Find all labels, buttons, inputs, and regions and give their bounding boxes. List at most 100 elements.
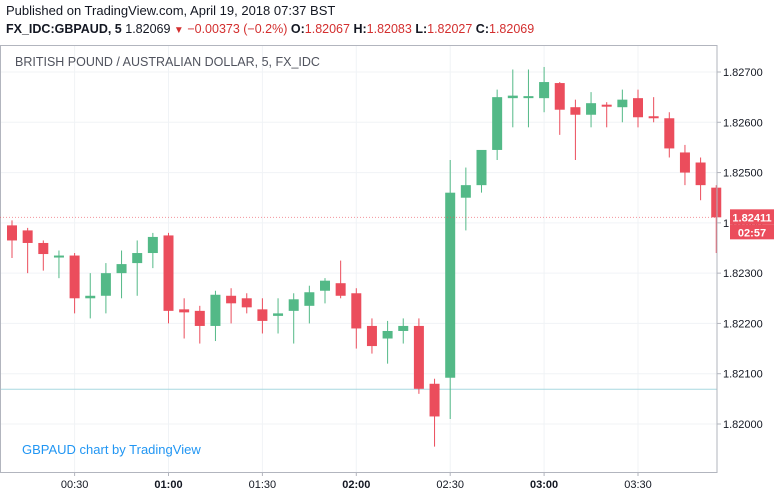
x-tick-label: 01:00: [154, 479, 182, 491]
candle: [445, 160, 456, 419]
candle: [664, 112, 675, 158]
chart-grid: [0, 45, 717, 472]
tradingview-watermark: GBPAUD chart by TradingView: [22, 442, 201, 457]
candle-body: [320, 280, 330, 291]
candle: [523, 69, 534, 128]
candlestick-chart[interactable]: 1.820001.821001.822001.823001.824001.825…: [0, 43, 775, 497]
candle-body: [586, 103, 597, 115]
candle: [366, 318, 377, 354]
candle: [711, 185, 722, 254]
candle-body: [366, 325, 377, 347]
candle-body: [194, 310, 205, 326]
candle: [257, 298, 268, 334]
candle: [648, 97, 659, 123]
candle-body: [100, 273, 111, 296]
candle: [492, 89, 503, 160]
candle-body: [85, 295, 96, 299]
candle: [273, 298, 284, 334]
candle: [53, 250, 64, 279]
low-label: L:: [415, 22, 428, 36]
close-label: C:: [475, 22, 489, 36]
candle-body: [288, 299, 299, 311]
down-arrow-icon: ▼: [173, 25, 184, 36]
candle-body: [22, 230, 33, 243]
y-tick-label: 1.82500: [723, 168, 763, 180]
candle: [163, 232, 174, 324]
candle: [460, 167, 471, 231]
countdown-badge-label: 02:57: [738, 227, 766, 239]
candle-body: [570, 107, 581, 115]
candle-body: [132, 253, 143, 264]
candle: [413, 318, 424, 394]
candle-body: [664, 118, 675, 149]
low-value: 1.82027: [427, 22, 473, 36]
chart-header: Published on TradingView.com, April 19, …: [0, 0, 775, 40]
candle: [320, 278, 330, 304]
y-tick-label: 1.82200: [723, 318, 763, 330]
y-tick-label: 1.82700: [723, 67, 763, 79]
candle: [38, 240, 49, 271]
countdown-badge: [730, 224, 774, 240]
candle: [100, 263, 111, 314]
candle-body: [633, 98, 643, 118]
candle-body: [257, 309, 268, 321]
last-price-badge-label: 1.82411: [732, 212, 771, 224]
candle: [351, 288, 362, 349]
candle-body: [116, 264, 127, 274]
candle-body: [7, 225, 17, 241]
candle: [194, 305, 205, 344]
candle-body: [695, 162, 706, 186]
candle-body: [429, 383, 440, 417]
candle-body: [273, 313, 284, 316]
candle-body: [445, 192, 456, 378]
price-badges: 1.82411 02:57: [0, 209, 774, 240]
x-tick-label: 02:00: [342, 479, 370, 491]
candle-body: [335, 283, 346, 296]
candle: [586, 92, 597, 128]
candle: [69, 253, 80, 314]
candle: [132, 240, 143, 296]
chart-frame: 1.820001.821001.822001.823001.824001.825…: [0, 43, 775, 497]
candle-body: [398, 325, 409, 331]
candle: [695, 157, 706, 201]
candle-body: [210, 294, 221, 326]
candle-body: [226, 295, 237, 304]
candle-body: [460, 185, 471, 198]
candle-body: [147, 236, 158, 254]
high-label: H:: [353, 22, 367, 36]
symbol-label: FX_IDC:GBPAUD, 5: [6, 22, 122, 36]
candle-body: [53, 255, 64, 258]
candle: [507, 69, 518, 128]
candle-body: [601, 104, 612, 107]
candle: [429, 378, 440, 447]
candle-body: [241, 298, 252, 308]
high-value: 1.82083: [366, 22, 412, 36]
x-tick-label: 02:30: [436, 479, 464, 491]
y-tick-label: 1.82300: [723, 268, 763, 280]
y-tick-label: 1.82600: [723, 117, 763, 129]
candle: [116, 250, 127, 299]
candle: [288, 293, 299, 344]
candle-body: [617, 99, 628, 108]
x-tick-label: 03:00: [530, 479, 558, 491]
candle: [679, 144, 690, 186]
quote-line: FX_IDC:GBPAUD, 5 1.82069 ▼ −0.00373 (−0.…: [6, 22, 534, 36]
candle: [7, 220, 17, 259]
candle: [601, 102, 612, 128]
time-axis: 00:30 01:00 01:30 02:00 02:30 03:00 03:30: [61, 472, 652, 491]
candle: [22, 227, 33, 274]
candle: [210, 290, 221, 342]
candle: [539, 66, 550, 113]
candle: [617, 89, 628, 123]
candle-body: [679, 152, 690, 173]
candle-body: [539, 82, 550, 99]
candle-body: [351, 293, 362, 329]
x-tick-label: 01:30: [249, 479, 277, 491]
candle-body: [179, 309, 190, 313]
chart-title: BRITISH POUND / AUSTRALIAN DOLLAR, 5, FX…: [15, 55, 320, 69]
candle: [85, 273, 96, 319]
candle-body: [304, 292, 315, 306]
candle: [179, 298, 190, 339]
candle: [570, 99, 581, 160]
open-label: O:: [290, 22, 305, 36]
